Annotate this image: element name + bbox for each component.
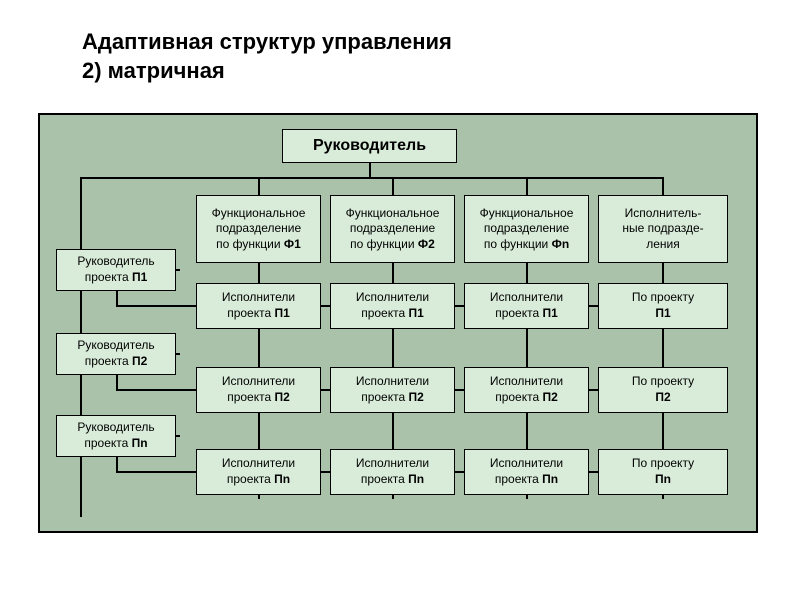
- text: Функциональное: [480, 206, 574, 222]
- cell-f1-p2: Исполнители проекта П2: [196, 367, 321, 413]
- diagram-title: Адаптивная структур управления 2) матрич…: [82, 28, 452, 85]
- node-root: Руководитель: [282, 129, 457, 163]
- text: по функции Ф2: [350, 237, 435, 253]
- text: Исполнители: [490, 456, 563, 472]
- text: По проекту: [632, 374, 694, 390]
- cell-fn-p1: Исполнители проекта П1: [464, 283, 589, 329]
- cell-exec-p1: По проекту П1: [598, 283, 728, 329]
- text: П1: [655, 306, 670, 322]
- org-chart: Руководитель Руководитель проекта П1 Рук…: [38, 113, 758, 533]
- text: Исполнители: [222, 456, 295, 472]
- text: подразделение: [484, 221, 569, 237]
- text: Исполнители: [356, 374, 429, 390]
- text: Исполнители: [222, 374, 295, 390]
- text: проекта П2: [227, 390, 290, 406]
- line: [258, 177, 260, 195]
- cell-f2-pn: Исполнители проекта Пn: [330, 449, 455, 495]
- text: Исполнители: [222, 290, 295, 306]
- line: [392, 177, 394, 195]
- text: проекта Пn: [495, 472, 558, 488]
- cell-f1-pn: Исполнители проекта Пn: [196, 449, 321, 495]
- node-func-1: Функциональное подразделение по функции …: [196, 195, 321, 263]
- cell-f2-p2: Исполнители проекта П2: [330, 367, 455, 413]
- text: проекта П1: [85, 270, 148, 286]
- title-line-1: Адаптивная структур управления: [82, 28, 452, 57]
- text: По проекту: [632, 456, 694, 472]
- cell-fn-p2: Исполнители проекта П2: [464, 367, 589, 413]
- text: по функции Ф1: [216, 237, 301, 253]
- text: проекта Пn: [84, 436, 147, 452]
- text: проекта П1: [361, 306, 424, 322]
- cell-exec-p2: По проекту П2: [598, 367, 728, 413]
- line: [369, 163, 371, 177]
- line: [116, 305, 198, 307]
- text: Руководитель: [77, 254, 154, 270]
- text: По проекту: [632, 290, 694, 306]
- text: подразделение: [216, 221, 301, 237]
- cell-fn-pn: Исполнители проекта Пn: [464, 449, 589, 495]
- text: подразделение: [350, 221, 435, 237]
- text: по функции Фn: [484, 237, 569, 253]
- text: Функциональное: [212, 206, 306, 222]
- text: Исполнители: [490, 290, 563, 306]
- line: [116, 471, 198, 473]
- text: Исполнители: [356, 290, 429, 306]
- line: [80, 177, 663, 179]
- text: проекта П1: [227, 306, 290, 322]
- text: проекта Пn: [361, 472, 424, 488]
- text: проекта П2: [361, 390, 424, 406]
- line: [116, 389, 198, 391]
- text: Руководитель: [77, 420, 154, 436]
- text: П2: [655, 390, 670, 406]
- node-func-3: Функциональное подразделение по функции …: [464, 195, 589, 263]
- text: ления: [646, 237, 680, 253]
- node-func-2: Функциональное подразделение по функции …: [330, 195, 455, 263]
- cell-f1-p1: Исполнители проекта П1: [196, 283, 321, 329]
- text: проекта П1: [495, 306, 558, 322]
- text: проекта Пn: [227, 472, 290, 488]
- cell-exec-pn: По проекту Пn: [598, 449, 728, 495]
- text: Пn: [655, 472, 671, 488]
- cell-f2-p1: Исполнители проекта П1: [330, 283, 455, 329]
- node-pm-2: Руководитель проекта П2: [56, 333, 176, 375]
- text: ные подразде-: [622, 221, 703, 237]
- text: Руководитель: [77, 338, 154, 354]
- line: [662, 177, 664, 195]
- line: [526, 177, 528, 195]
- text: Исполнители: [490, 374, 563, 390]
- text: проекта П2: [85, 354, 148, 370]
- text: Исполнитель-: [625, 206, 702, 222]
- node-pm-1: Руководитель проекта П1: [56, 249, 176, 291]
- text: Исполнители: [356, 456, 429, 472]
- text: Функциональное: [346, 206, 440, 222]
- text: проекта П2: [495, 390, 558, 406]
- node-pm-3: Руководитель проекта Пn: [56, 415, 176, 457]
- root-label: Руководитель: [313, 136, 426, 157]
- node-exec-dept: Исполнитель- ные подразде- ления: [598, 195, 728, 263]
- title-line-2: 2) матричная: [82, 57, 452, 86]
